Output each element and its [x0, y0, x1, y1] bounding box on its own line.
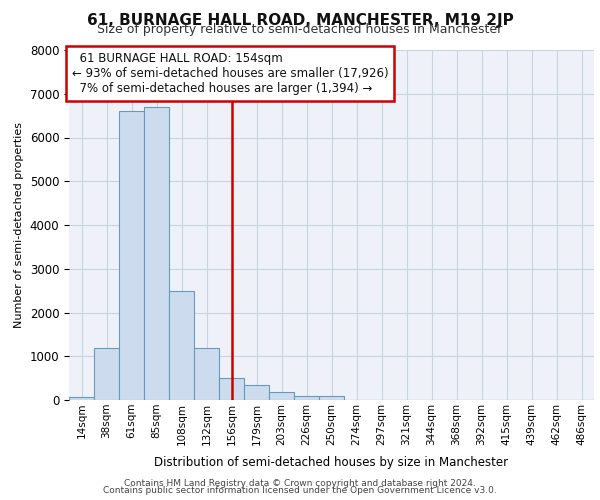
Bar	[169, 290, 194, 400]
Bar	[319, 396, 344, 400]
Text: Contains HM Land Registry data © Crown copyright and database right 2024.: Contains HM Land Registry data © Crown c…	[124, 478, 476, 488]
Text: Contains public sector information licensed under the Open Government Licence v3: Contains public sector information licen…	[103, 486, 497, 495]
Bar	[194, 348, 219, 400]
X-axis label: Distribution of semi-detached houses by size in Manchester: Distribution of semi-detached houses by …	[154, 456, 509, 469]
Bar	[94, 348, 119, 400]
Text: 61, BURNAGE HALL ROAD, MANCHESTER, M19 2JP: 61, BURNAGE HALL ROAD, MANCHESTER, M19 2…	[86, 12, 514, 28]
Bar	[119, 112, 144, 400]
Bar	[244, 384, 269, 400]
Text: 61 BURNAGE HALL ROAD: 154sqm
← 93% of semi-detached houses are smaller (17,926)
: 61 BURNAGE HALL ROAD: 154sqm ← 93% of se…	[71, 52, 388, 95]
Bar	[269, 392, 294, 400]
Text: Size of property relative to semi-detached houses in Manchester: Size of property relative to semi-detach…	[97, 22, 503, 36]
Y-axis label: Number of semi-detached properties: Number of semi-detached properties	[14, 122, 24, 328]
Bar	[294, 396, 319, 400]
Bar	[219, 378, 244, 400]
Bar	[144, 107, 169, 400]
Bar	[69, 396, 94, 400]
